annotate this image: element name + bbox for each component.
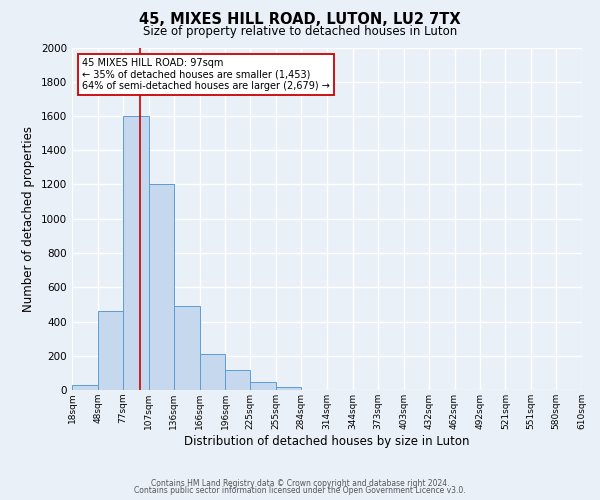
Bar bbox=[226, 370, 250, 390]
Bar bbox=[276, 386, 301, 390]
Bar bbox=[72, 385, 98, 390]
Text: 45 MIXES HILL ROAD: 97sqm
← 35% of detached houses are smaller (1,453)
64% of se: 45 MIXES HILL ROAD: 97sqm ← 35% of detac… bbox=[82, 58, 330, 91]
Text: Size of property relative to detached houses in Luton: Size of property relative to detached ho… bbox=[143, 25, 457, 38]
Bar bbox=[98, 311, 123, 390]
Bar bbox=[123, 116, 149, 390]
Text: Contains HM Land Registry data © Crown copyright and database right 2024.: Contains HM Land Registry data © Crown c… bbox=[151, 478, 449, 488]
Bar bbox=[199, 354, 226, 390]
Bar bbox=[250, 382, 276, 390]
Y-axis label: Number of detached properties: Number of detached properties bbox=[22, 126, 35, 312]
Bar bbox=[173, 306, 199, 390]
Text: Contains public sector information licensed under the Open Government Licence v3: Contains public sector information licen… bbox=[134, 486, 466, 495]
X-axis label: Distribution of detached houses by size in Luton: Distribution of detached houses by size … bbox=[184, 434, 470, 448]
Text: 45, MIXES HILL ROAD, LUTON, LU2 7TX: 45, MIXES HILL ROAD, LUTON, LU2 7TX bbox=[139, 12, 461, 28]
Bar bbox=[149, 184, 173, 390]
